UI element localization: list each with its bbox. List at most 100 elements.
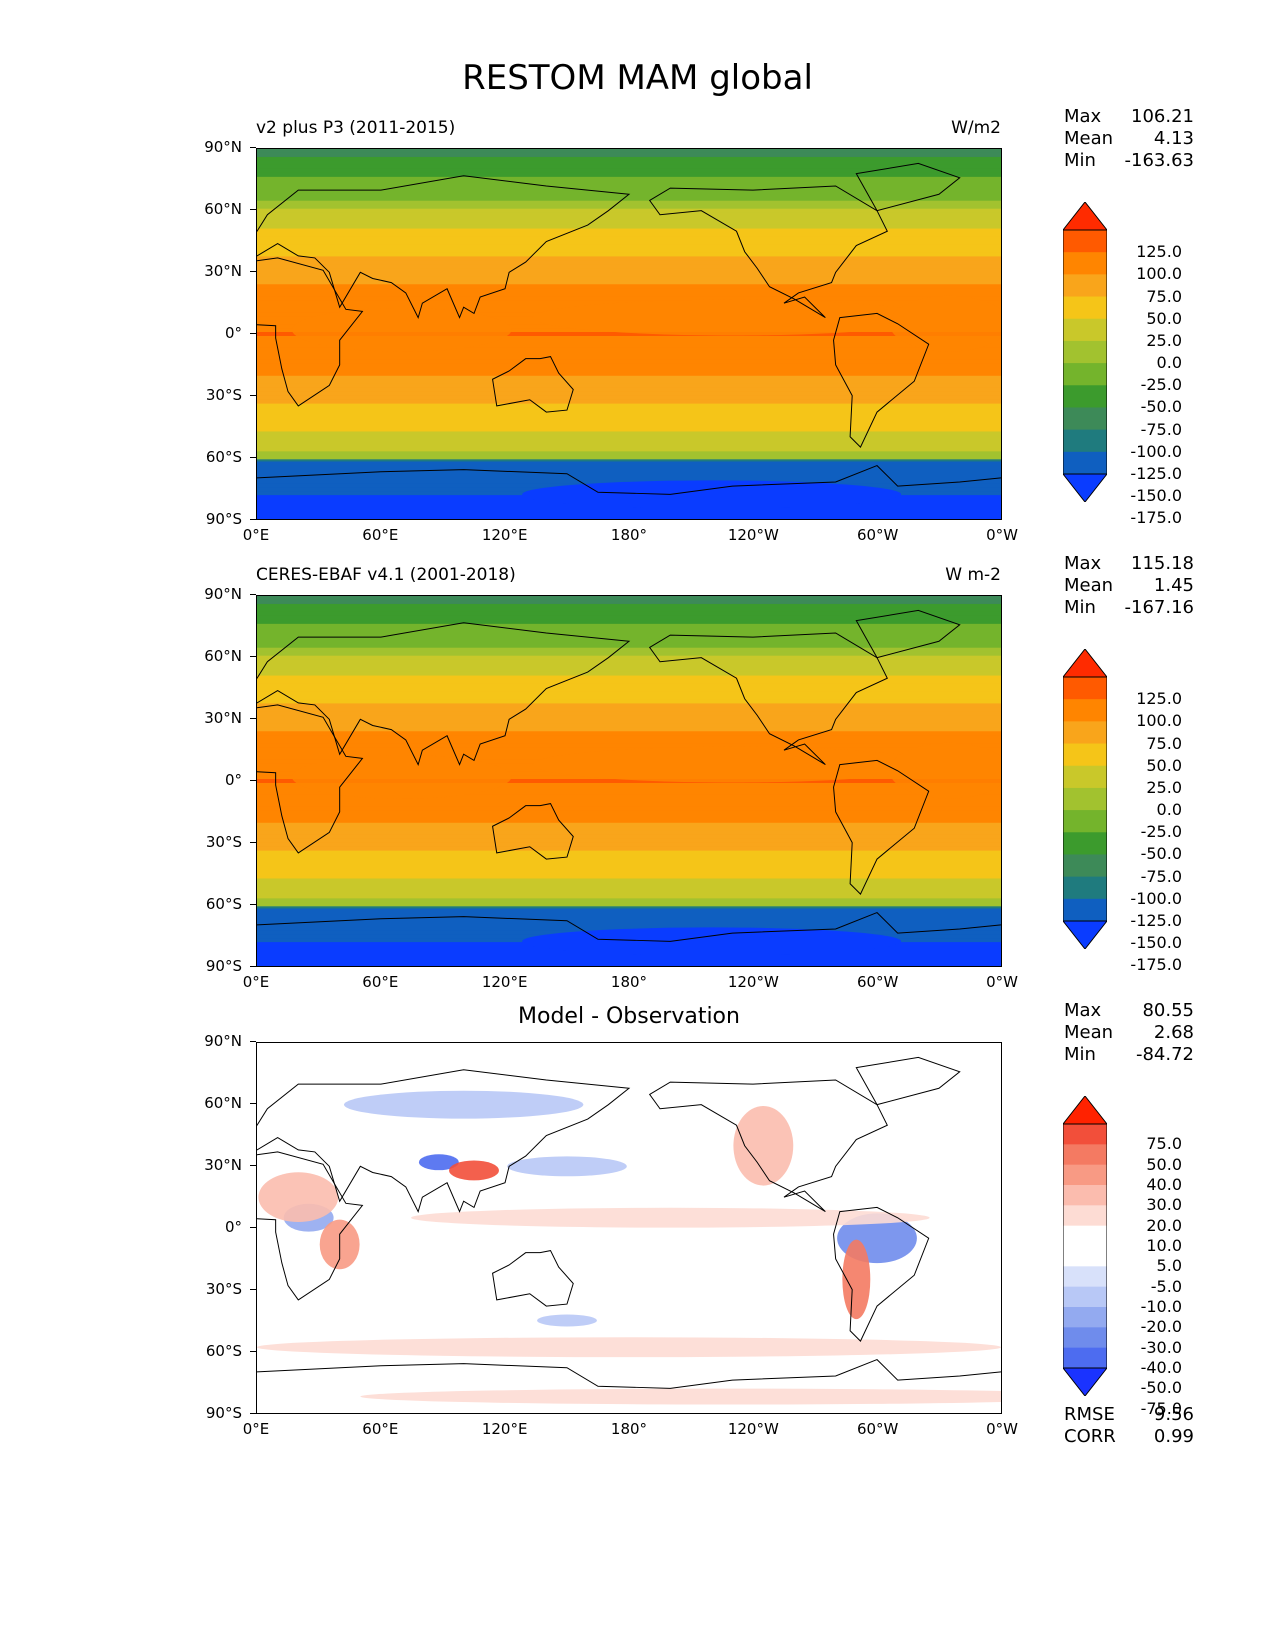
field-band (257, 439, 1001, 444)
field-band (257, 192, 1001, 198)
field-band (257, 806, 1001, 812)
field-band (257, 711, 1001, 716)
panel-left-title: CERES-EBAF v4.1 (2001-2018) (256, 565, 516, 585)
x-tick-label: 0°E (242, 1420, 270, 1438)
y-tick-label: 90°S (182, 510, 256, 528)
stats-row: Max 115.18 (1064, 553, 1194, 575)
stats-label: Mean (1064, 1022, 1114, 1043)
field-band (257, 623, 1001, 629)
field-patch (532, 299, 932, 336)
field-band (257, 898, 1001, 903)
y-tick-label: 30°S (182, 386, 256, 404)
field-band (257, 188, 1001, 194)
field-band (257, 850, 1001, 856)
field-band (257, 627, 1001, 633)
map-plot (256, 595, 1002, 967)
field-patch (291, 308, 512, 352)
field-band (257, 248, 1001, 253)
field-band (257, 842, 1001, 848)
field-band (257, 707, 1001, 712)
stats-label: Mean (1064, 575, 1114, 596)
y-tick-label: 30°N (182, 1156, 256, 1174)
field-patch (889, 742, 1001, 799)
y-tick-label: 90°S (182, 957, 256, 975)
colorbar-tick-label: -50.0 (1140, 844, 1182, 864)
field-band (257, 599, 1001, 605)
field-band (257, 596, 1001, 601)
field-patch (522, 480, 902, 509)
stats-label: Max (1064, 553, 1102, 574)
field-band (257, 603, 1001, 609)
field-band (257, 252, 1001, 257)
stats-value: 80.55 (1142, 1000, 1194, 1021)
metrics-value: 0.99 (1153, 1426, 1194, 1447)
field-patch (889, 295, 1001, 352)
colorbar-segment (1063, 385, 1107, 408)
field-band (257, 156, 1001, 162)
field-band (257, 339, 1001, 345)
field-band (257, 367, 1001, 373)
colorbar-tick-label: -30.0 (1140, 1337, 1182, 1357)
field-band (257, 886, 1001, 891)
field-band (257, 256, 1001, 261)
colorbar-tick-label: -175.0 (1130, 955, 1182, 975)
colorbar-tick-label: -100.0 (1130, 888, 1182, 908)
field-band (257, 818, 1001, 824)
field-patch (257, 1337, 1001, 1358)
y-tick-label: 30°S (182, 1280, 256, 1298)
field-band (257, 228, 1001, 234)
field-band (257, 288, 1001, 293)
x-tick-label: 0°W (986, 1420, 1018, 1438)
field-band (257, 431, 1001, 436)
field-band (257, 152, 1001, 158)
field-patch (258, 1172, 339, 1223)
coastline (257, 622, 631, 766)
colorbar-segment (1063, 451, 1107, 475)
field-band (257, 180, 1001, 186)
field-band (257, 387, 1001, 393)
colorbar-max-extension (1061, 1095, 1109, 1125)
field-patch (537, 1314, 597, 1327)
field-band (257, 443, 1001, 448)
field-band (257, 651, 1001, 657)
field-band (257, 515, 1001, 519)
metrics-row: RMSE 9.56 (1064, 1404, 1194, 1426)
field-band (257, 687, 1001, 692)
stats-block: Max 115.18 Mean 1.45 Min -167.16 (1064, 553, 1194, 619)
colorbar-tick-label: -50.0 (1140, 397, 1182, 417)
field-band (257, 715, 1001, 720)
colorbar-tick-label: -75.0 (1140, 866, 1182, 886)
coastline (257, 175, 631, 319)
stats-row: Mean 1.45 (1064, 575, 1194, 597)
stats-label: Min (1064, 597, 1096, 618)
colorbar-tick-label: 20.0 (1146, 1215, 1182, 1235)
field-band (257, 882, 1001, 887)
colorbar-tick-label: 5.0 (1156, 1256, 1182, 1276)
coastline (648, 1079, 888, 1213)
field-band (257, 830, 1001, 836)
stats-row: Mean 4.13 (1064, 128, 1194, 150)
field-patch (343, 1090, 584, 1119)
coastline (833, 312, 930, 448)
colorbar-tick-label: -20.0 (1140, 1317, 1182, 1337)
field-patch (360, 1388, 1001, 1405)
x-tick-label: 120°W (727, 526, 779, 544)
x-tick-label: 120°E (481, 973, 528, 991)
colorbar-tick-label: 50.0 (1146, 1154, 1182, 1174)
field-band (257, 383, 1001, 389)
stats-row: Max 80.55 (1064, 1000, 1194, 1022)
field-patch (449, 1160, 499, 1181)
field-band (257, 607, 1001, 613)
colorbar-segment (1063, 1286, 1107, 1308)
field-band (257, 854, 1001, 860)
coastline (257, 465, 1001, 495)
x-tick-label: 180° (610, 973, 648, 991)
field-band (257, 160, 1001, 166)
field-band (257, 168, 1001, 174)
colorbar-segment (1063, 876, 1107, 900)
colorbar-segment (1063, 787, 1107, 811)
stats-value: 2.68 (1153, 1022, 1194, 1043)
field-band (257, 735, 1001, 740)
field-band (257, 507, 1001, 512)
y-tick-label: 60°N (182, 1094, 256, 1112)
